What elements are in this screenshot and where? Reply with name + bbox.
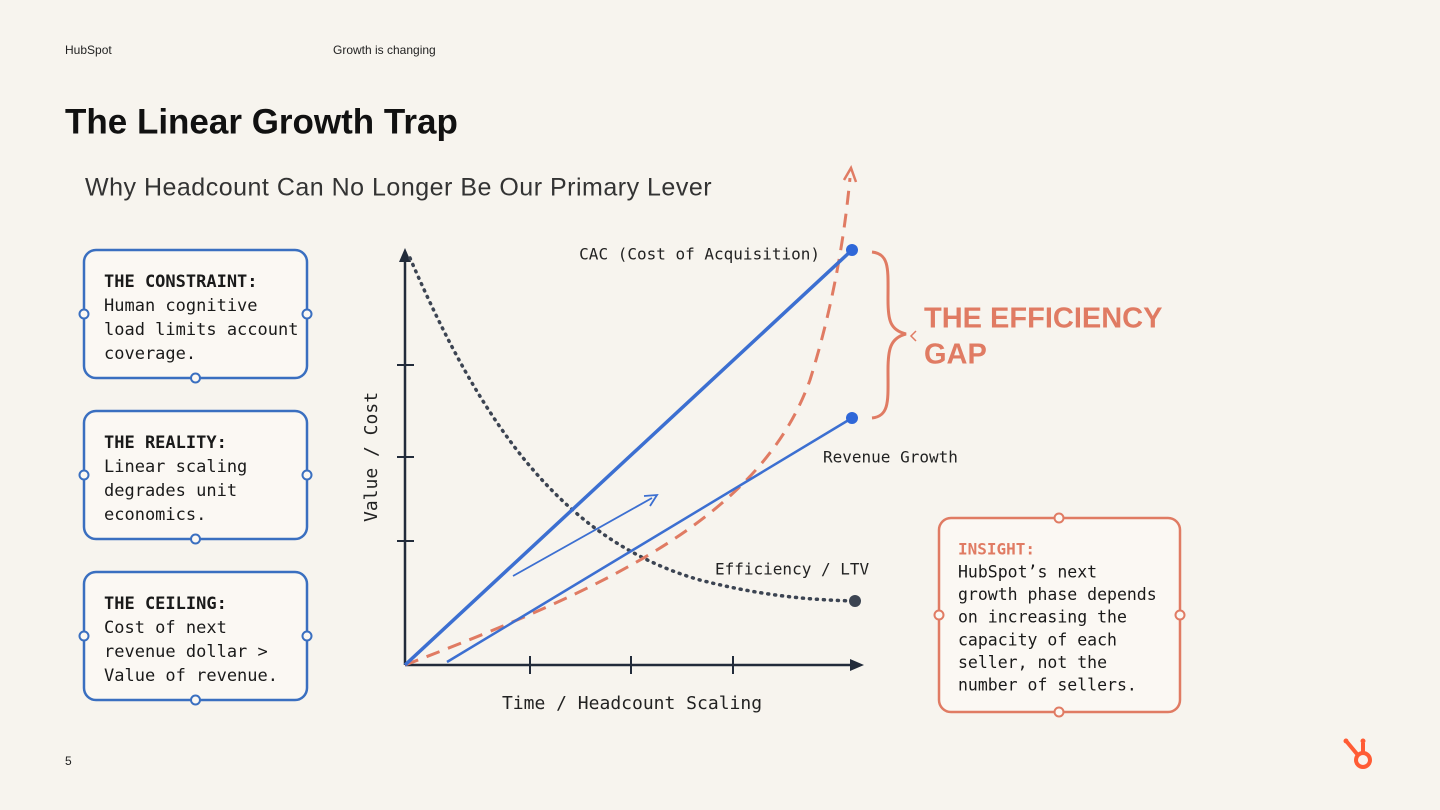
x-arrow bbox=[850, 659, 864, 671]
efficiency-curve bbox=[408, 256, 857, 603]
box: THE CEILING: Cost of next revenue dollar >… bbox=[78, 570, 313, 706]
box-text: Linear scaling bbox=[104, 457, 247, 477]
connector bbox=[301, 469, 313, 481]
gap-brace bbox=[871, 250, 907, 420]
box-text: Cost of next bbox=[104, 618, 227, 638]
connector bbox=[78, 630, 90, 642]
box: THE CONSTRAINT: Human cognitive load limit… bbox=[78, 248, 313, 384]
insight-line: on increasing the bbox=[958, 608, 1127, 627]
cost-arrow bbox=[842, 165, 858, 183]
logo bbox=[1343, 738, 1372, 769]
revenue-line bbox=[446, 416, 853, 664]
efficiency-label: Efficiency / LTV bbox=[715, 560, 869, 579]
box: THE REALITY: Linear scaling degrades unit e… bbox=[78, 409, 313, 545]
box-text: revenue dollar > bbox=[104, 642, 268, 662]
gap-pointer bbox=[909, 330, 917, 342]
box-label: THE CONSTRAINT: bbox=[104, 272, 258, 292]
subtitle: Why Headcount Can No Longer Be Our Prima… bbox=[85, 174, 712, 202]
insight-label: INSIGHT: bbox=[958, 540, 1035, 559]
diagram bbox=[397, 165, 917, 674]
title: The Linear Growth Trap bbox=[65, 102, 458, 141]
box-label: THE REALITY: bbox=[104, 433, 227, 453]
box-label: THE CEILING: bbox=[104, 594, 227, 614]
insight-line: growth phase depends bbox=[958, 585, 1157, 604]
insight-line: seller, not the bbox=[958, 653, 1107, 672]
page-number: 5 bbox=[65, 754, 72, 768]
efficiency-dot bbox=[849, 595, 861, 607]
box-text: coverage. bbox=[104, 344, 196, 364]
box-text: Value of revenue. bbox=[104, 666, 278, 686]
cac-dot bbox=[846, 244, 858, 256]
box-text: economics. bbox=[104, 505, 206, 525]
ticks bbox=[397, 364, 734, 674]
x-axis-label: Time / Headcount Scaling bbox=[502, 693, 762, 714]
revenue-label: Revenue Growth bbox=[823, 448, 958, 467]
connector bbox=[78, 469, 90, 481]
trend-arrow bbox=[512, 497, 653, 577]
connector bbox=[190, 694, 201, 706]
insight-line: HubSpot’s next bbox=[958, 563, 1097, 582]
gap-label: THE EFFICIENCY bbox=[924, 303, 1162, 335]
gap-label: GAP bbox=[924, 339, 987, 371]
connector bbox=[301, 308, 313, 320]
box-text: load limits account bbox=[104, 320, 298, 340]
section: Growth is changing bbox=[333, 43, 436, 57]
insight-text: HubSpot’s next growth phase depends on inc… bbox=[958, 563, 1157, 695]
insight-line: capacity of each bbox=[958, 630, 1117, 649]
box-text: degrades unit bbox=[104, 481, 237, 501]
cac-line bbox=[403, 248, 854, 667]
insight-line: number of sellers. bbox=[958, 676, 1137, 695]
cac-label: CAC (Cost of Acquisition) bbox=[579, 245, 820, 264]
cost-curve bbox=[404, 177, 852, 667]
connector bbox=[78, 308, 90, 320]
insight-box bbox=[933, 512, 1186, 718]
brand: HubSpot bbox=[65, 43, 112, 57]
y-arrow bbox=[399, 248, 411, 262]
y-axis-label: Value / Cost bbox=[361, 392, 382, 522]
connector bbox=[190, 372, 201, 384]
connector bbox=[301, 630, 313, 642]
trend-arrowhead bbox=[643, 493, 659, 507]
revenue-dot bbox=[846, 412, 858, 424]
connector bbox=[190, 533, 201, 545]
boxes: THE CONSTRAINT: Human cognitive load limit… bbox=[78, 248, 313, 706]
box-text: Human cognitive bbox=[104, 296, 258, 316]
